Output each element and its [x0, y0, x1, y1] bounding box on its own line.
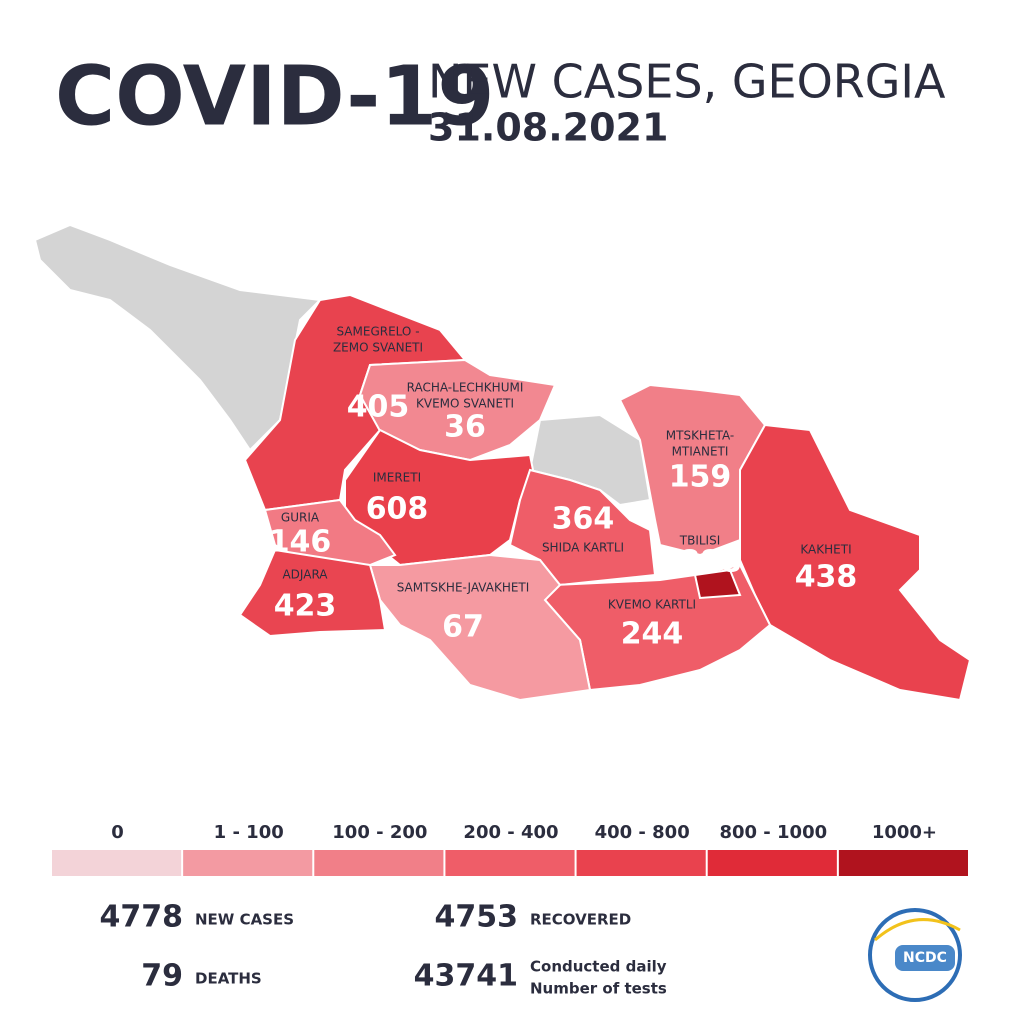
region-name: ZEMO SVANETI: [333, 341, 423, 355]
region-name: SAMEGRELO -: [336, 325, 419, 339]
region-name: SAMTSKHE-JAVAKHETI: [397, 581, 530, 595]
title: COVID-19: [55, 49, 494, 144]
region-shape: [368, 553, 592, 702]
region-shape: [243, 293, 468, 512]
stat-value: 43741: [414, 959, 518, 994]
region-value: 405: [347, 390, 410, 425]
legend-swatch: [183, 850, 313, 876]
date: 31.08.2021: [428, 106, 668, 150]
legend-swatch: [838, 850, 968, 876]
region-value: 159: [669, 460, 732, 495]
legend-label: 400 - 800: [595, 822, 690, 843]
legend-label: 100 - 200: [332, 822, 427, 843]
stat-label: NEW CASES: [195, 911, 294, 929]
legend-swatch: [52, 850, 182, 876]
region-name: MTIANETI: [672, 445, 729, 459]
region-name: SHIDA KARTLI: [542, 541, 624, 555]
map: [33, 223, 972, 702]
region-name: GURIA: [281, 511, 320, 525]
legend-label: 0: [111, 822, 124, 843]
region-name: IMERETI: [373, 471, 421, 485]
stat-label: Number of tests: [530, 980, 667, 998]
stat-value: 4753: [435, 900, 519, 935]
stat-value: 4778: [100, 900, 184, 935]
region-name: KVEMO KARTLI: [608, 598, 696, 612]
region-value: 1888: [658, 545, 742, 580]
region-name: KAKHETI: [800, 543, 851, 557]
region-value: 608: [366, 492, 429, 527]
region-value: 67: [442, 610, 484, 645]
region-value: 364: [552, 502, 615, 537]
logo-text: NCDC: [903, 950, 947, 966]
abkhazia: [33, 223, 323, 452]
region-shape: [238, 548, 387, 638]
stat-label: DEATHS: [195, 970, 262, 988]
region-shape: [693, 568, 742, 600]
region-value: 146: [269, 525, 332, 560]
region-shape: [358, 358, 557, 462]
stat-label: RECOVERED: [530, 911, 631, 929]
region-name: ADJARA: [282, 568, 328, 582]
region-shape: [263, 498, 397, 567]
region-name: KVEMO SVANETI: [416, 397, 514, 411]
region-name: MTSKHETA-: [666, 429, 734, 443]
subtitle: NEW CASES, GEORGIA: [428, 55, 946, 109]
region-value: 244: [621, 617, 684, 652]
region-name: RACHA-LECHKHUMI: [407, 381, 524, 395]
legend-swatch: [576, 850, 706, 876]
logo: NCDC: [868, 908, 962, 1002]
region-shape: [508, 468, 657, 587]
region-value: 36: [444, 410, 486, 445]
region-shape: [739, 423, 972, 702]
legend-label: 800 - 1000: [719, 822, 827, 843]
legend-swatch: [445, 850, 575, 876]
legend-swatch: [314, 850, 444, 876]
region-value: 438: [795, 560, 858, 595]
stat-value: 79: [141, 959, 183, 994]
legend-label: 1 - 100: [214, 822, 284, 843]
stat-label: Conducted daily: [530, 958, 667, 976]
legend-swatch: [707, 850, 837, 876]
legend-label: 1000+: [872, 822, 937, 843]
region-name: TBILISI: [679, 534, 720, 548]
region-value: 423: [274, 589, 337, 624]
legend-label: 200 - 400: [463, 822, 558, 843]
